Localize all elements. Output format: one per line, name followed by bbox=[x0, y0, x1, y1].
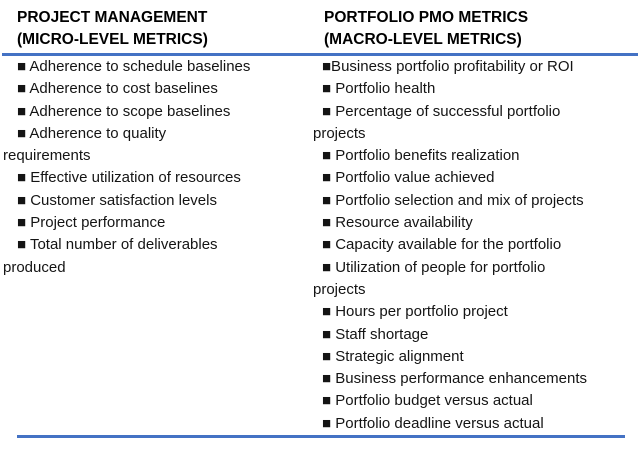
body-cell-portfolio-pmo: ■Business portfolio profitability or ROI… bbox=[311, 56, 640, 435]
table-body-row: ■ Adherence to schedule baselines ■ Adher… bbox=[0, 56, 640, 435]
metrics-comparison-table: PROJECT MANAGEMENT (MICRO-LEVEL METRICS)… bbox=[0, 0, 640, 439]
list-item: ■ Total number of deliverables produced bbox=[3, 236, 218, 276]
column-header-project-management: PROJECT MANAGEMENT (MICRO-LEVEL METRICS) bbox=[17, 9, 208, 48]
list-item: ■ Staff shortage bbox=[322, 325, 429, 343]
column-header-portfolio-pmo: PORTFOLIO PMO METRICS (MACRO-LEVEL METRI… bbox=[324, 9, 529, 48]
list-item: ■ Portfolio value achieved bbox=[322, 169, 495, 187]
table-header-row: PROJECT MANAGEMENT (MICRO-LEVEL METRICS)… bbox=[0, 0, 640, 51]
list-item: ■ Adherence to quality requirements bbox=[3, 124, 167, 165]
list-item: ■ Business performance enhancements bbox=[322, 370, 588, 388]
list-item: ■Business portfolio profitability or ROI bbox=[322, 58, 574, 75]
list-item: ■ Resource availability bbox=[322, 214, 473, 232]
table-bottom-border-line bbox=[17, 435, 625, 439]
list-item: ■ Percentage of successful portfolio pro… bbox=[313, 102, 561, 142]
list-item: ■ Adherence to scope baselines bbox=[17, 102, 231, 120]
list-item: ■ Hours per portfolio project bbox=[322, 303, 508, 321]
list-item: ■ Project performance bbox=[17, 214, 166, 232]
list-item: ■ Effective utilization of resources bbox=[17, 169, 241, 187]
list-item: ■ Portfolio health bbox=[322, 80, 436, 98]
list-item: ■ Portfolio selection and mix of project… bbox=[322, 191, 584, 209]
header-separator-line bbox=[2, 53, 638, 56]
list-item: ■ Portfolio budget versus actual bbox=[322, 392, 533, 410]
list-item: ■ Utilization of people for portfolio pr… bbox=[313, 258, 546, 298]
list-item: ■ Portfolio benefits realization bbox=[322, 147, 520, 165]
list-item: ■ Customer satisfaction levels bbox=[17, 191, 217, 209]
list-item: ■ Capacity available for the portfolio bbox=[322, 236, 562, 254]
list-item: ■ Strategic alignment bbox=[322, 347, 464, 365]
body-cell-project-management: ■ Adherence to schedule baselines ■ Adher… bbox=[0, 56, 311, 435]
list-item: ■ Adherence to cost baselines bbox=[17, 80, 218, 98]
list-item: ■ Adherence to schedule baselines bbox=[17, 58, 251, 75]
list-item: ■ Portfolio deadline versus actual bbox=[322, 414, 544, 432]
